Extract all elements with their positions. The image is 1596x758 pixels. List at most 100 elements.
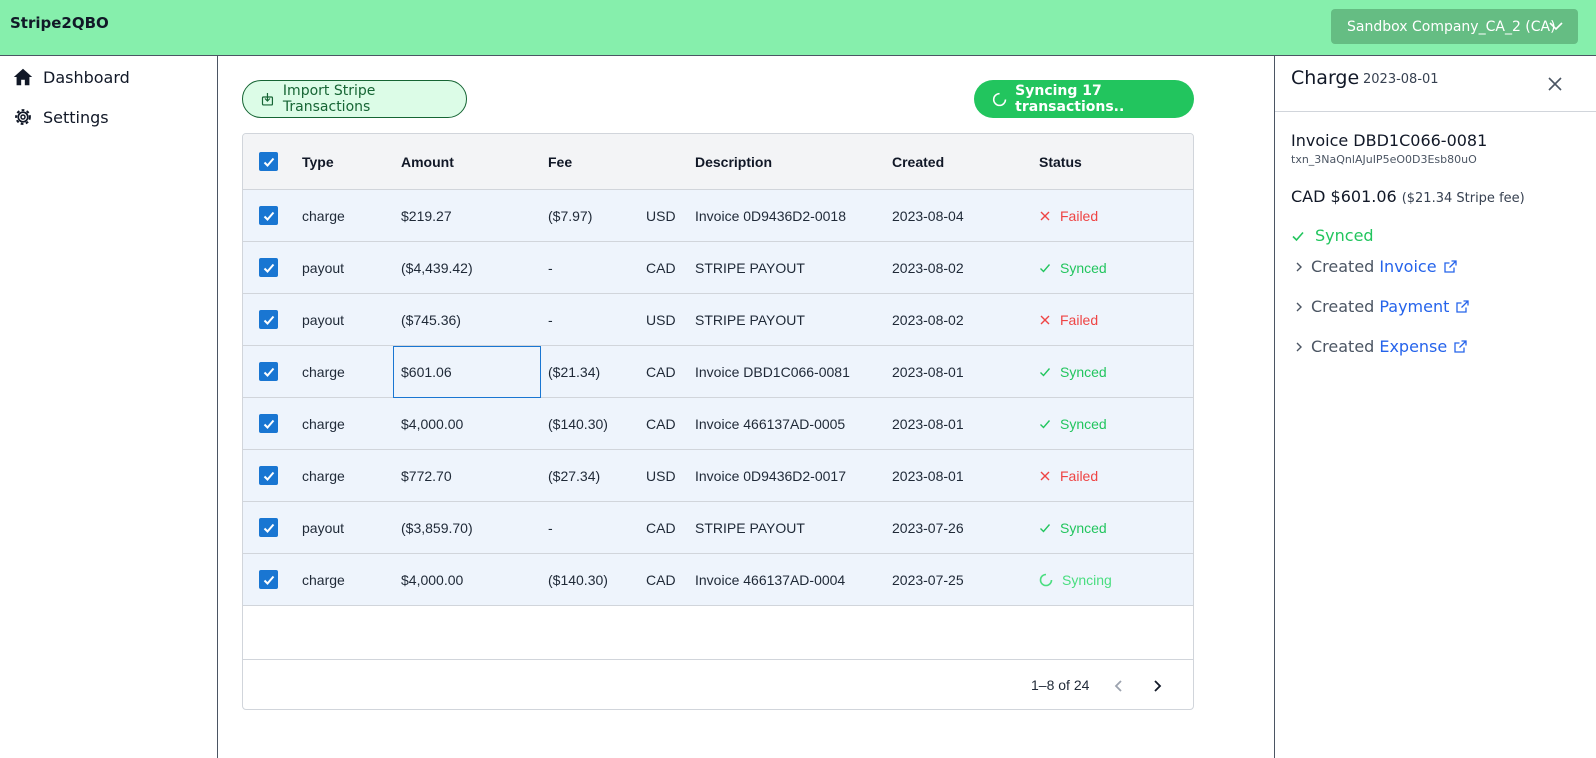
- cell-currency[interactable]: CAD: [646, 363, 676, 380]
- external-link-icon[interactable]: [1453, 339, 1468, 354]
- created-invoice-link[interactable]: Invoice: [1379, 257, 1437, 276]
- row-checkbox[interactable]: [259, 242, 278, 293]
- row-checkbox[interactable]: [259, 190, 278, 241]
- created-expense-item[interactable]: Created Expense: [1293, 337, 1468, 356]
- table-row[interactable]: payout ($4,439.42) - CAD STRIPE PAYOUT 2023-0…: [243, 242, 1193, 294]
- cell-amount[interactable]: ($4,439.42): [401, 259, 473, 276]
- column-header-type[interactable]: Type: [302, 153, 334, 170]
- cell-type[interactable]: charge: [302, 415, 345, 432]
- cell-currency[interactable]: USD: [646, 311, 676, 328]
- cell-currency[interactable]: CAD: [646, 519, 676, 536]
- cell-description[interactable]: STRIPE PAYOUT: [695, 311, 805, 328]
- column-header-status[interactable]: Status: [1039, 153, 1082, 170]
- cell-amount[interactable]: $772.70: [401, 467, 452, 484]
- close-icon[interactable]: [1545, 74, 1565, 94]
- row-checkbox[interactable]: [259, 502, 278, 553]
- cell-amount[interactable]: $4,000.00: [401, 571, 464, 588]
- table-row[interactable]: charge $4,000.00 ($140.30) CAD Invoice 46613…: [243, 554, 1193, 606]
- cell-status[interactable]: Failed: [1039, 294, 1098, 345]
- cell-status[interactable]: Synced: [1039, 502, 1107, 553]
- cell-type[interactable]: payout: [302, 259, 345, 276]
- cell-created[interactable]: 2023-07-25: [892, 571, 964, 588]
- sidebar-item-label: Dashboard: [43, 67, 130, 87]
- row-checkbox[interactable]: [259, 554, 278, 605]
- cell-description[interactable]: STRIPE PAYOUT: [695, 519, 805, 536]
- cell-fee[interactable]: ($7.97): [548, 207, 593, 224]
- cell-type[interactable]: payout: [302, 519, 345, 536]
- created-payment-item[interactable]: Created Payment: [1293, 297, 1470, 316]
- cell-created[interactable]: 2023-08-01: [892, 415, 964, 432]
- cell-type[interactable]: charge: [302, 571, 345, 588]
- cell-status[interactable]: Synced: [1039, 242, 1107, 293]
- previous-page-icon[interactable]: [1109, 676, 1129, 696]
- created-expense-link[interactable]: Expense: [1379, 337, 1448, 356]
- cell-fee[interactable]: ($27.34): [548, 467, 601, 484]
- cell-currency[interactable]: CAD: [646, 571, 676, 588]
- row-checkbox[interactable]: [259, 294, 278, 345]
- table-row[interactable]: charge $601.06 ($21.34) CAD Invoice DBD1C066…: [243, 346, 1193, 398]
- sync-status-button[interactable]: Syncing 17 transactions..: [974, 80, 1194, 118]
- column-header-amount[interactable]: Amount: [401, 153, 454, 170]
- column-header-created[interactable]: Created: [892, 153, 945, 170]
- external-link-icon[interactable]: [1443, 259, 1458, 274]
- sidebar-item-label: Settings: [43, 107, 109, 127]
- cell-amount[interactable]: $601.06: [401, 363, 452, 380]
- cell-created[interactable]: 2023-07-26: [892, 519, 964, 536]
- cell-created[interactable]: 2023-08-02: [892, 259, 964, 276]
- cell-fee[interactable]: ($140.30): [548, 415, 608, 432]
- cell-created[interactable]: 2023-08-01: [892, 467, 964, 484]
- cell-description[interactable]: Invoice DBD1C066-0081: [695, 363, 850, 380]
- cell-amount[interactable]: $219.27: [401, 207, 452, 224]
- cell-status[interactable]: Failed: [1039, 450, 1098, 501]
- cell-type[interactable]: charge: [302, 207, 345, 224]
- import-stripe-button[interactable]: Import Stripe Transactions: [242, 80, 467, 118]
- column-header-description[interactable]: Description: [695, 153, 773, 170]
- cell-currency[interactable]: CAD: [646, 415, 676, 432]
- cell-description[interactable]: STRIPE PAYOUT: [695, 259, 805, 276]
- table-row[interactable]: charge $772.70 ($27.34) USD Invoice 0D9436D2…: [243, 450, 1193, 502]
- select-all-checkbox[interactable]: [259, 134, 278, 189]
- cell-description[interactable]: Invoice 0D9436D2-0017: [695, 467, 846, 484]
- cell-status[interactable]: Failed: [1039, 190, 1098, 241]
- sidebar-item-dashboard[interactable]: Dashboard: [12, 66, 130, 88]
- cell-created[interactable]: 2023-08-02: [892, 311, 964, 328]
- cell-status[interactable]: Synced: [1039, 346, 1107, 397]
- cell-currency[interactable]: USD: [646, 467, 676, 484]
- cell-type[interactable]: charge: [302, 363, 345, 380]
- cell-fee[interactable]: -: [548, 311, 553, 328]
- cell-description[interactable]: Invoice 466137AD-0004: [695, 571, 846, 588]
- cell-status[interactable]: Syncing: [1039, 554, 1112, 605]
- cell-amount[interactable]: ($745.36): [401, 311, 461, 328]
- table-row[interactable]: charge $219.27 ($7.97) USD Invoice 0D9436D2-…: [243, 190, 1193, 242]
- cell-amount[interactable]: $4,000.00: [401, 415, 464, 432]
- cell-status[interactable]: Synced: [1039, 398, 1107, 449]
- company-selector[interactable]: Sandbox Company_CA_2 (CA): [1331, 9, 1578, 44]
- row-checkbox[interactable]: [259, 346, 278, 397]
- cell-fee[interactable]: -: [548, 259, 553, 276]
- cell-description[interactable]: Invoice 0D9436D2-0018: [695, 207, 846, 224]
- cell-created[interactable]: 2023-08-04: [892, 207, 964, 224]
- cell-currency[interactable]: USD: [646, 207, 676, 224]
- external-link-icon[interactable]: [1455, 299, 1470, 314]
- cell-amount[interactable]: ($3,859.70): [401, 519, 473, 536]
- table-row[interactable]: payout ($745.36) - USD STRIPE PAYOUT 2023-08-…: [243, 294, 1193, 346]
- next-page-icon[interactable]: [1147, 676, 1167, 696]
- cell-fee[interactable]: ($140.30): [548, 571, 608, 588]
- created-invoice-item[interactable]: Created Invoice: [1293, 257, 1458, 276]
- table-row[interactable]: charge $4,000.00 ($140.30) CAD Invoice 46613…: [243, 398, 1193, 450]
- row-checkbox[interactable]: [259, 398, 278, 449]
- spinner-icon: [1039, 573, 1053, 586]
- sidebar-item-settings[interactable]: Settings: [12, 106, 109, 128]
- cell-description[interactable]: Invoice 466137AD-0005: [695, 415, 846, 432]
- cell-fee[interactable]: ($21.34): [548, 363, 601, 380]
- cell-fee[interactable]: -: [548, 519, 553, 536]
- cell-type[interactable]: charge: [302, 467, 345, 484]
- row-checkbox[interactable]: [259, 450, 278, 501]
- cell-currency[interactable]: CAD: [646, 259, 676, 276]
- created-payment-link[interactable]: Payment: [1379, 297, 1450, 316]
- status-label: Synced: [1060, 415, 1107, 432]
- cell-created[interactable]: 2023-08-01: [892, 363, 964, 380]
- column-header-fee[interactable]: Fee: [548, 153, 573, 170]
- cell-type[interactable]: payout: [302, 311, 345, 328]
- table-row[interactable]: payout ($3,859.70) - CAD STRIPE PAYOUT 2023-0…: [243, 502, 1193, 554]
